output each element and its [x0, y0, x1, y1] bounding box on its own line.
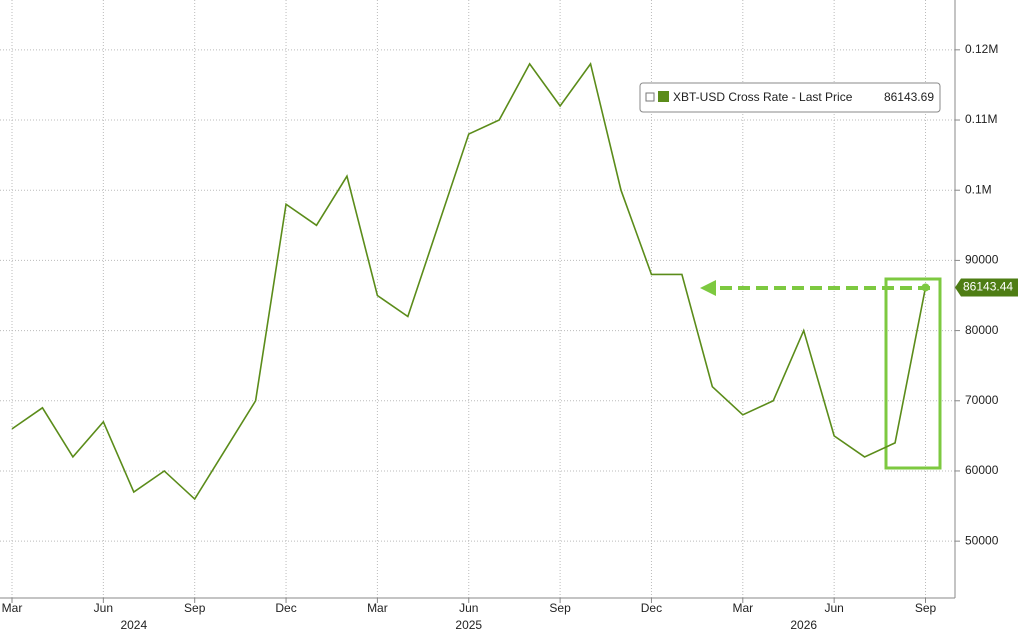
x-tick-label: Jun	[459, 601, 478, 615]
y-tick-label: 70000	[965, 393, 999, 407]
price-line	[11, 61, 927, 501]
x-tick-label: Dec	[641, 601, 662, 615]
y-tick-label: 0.11M	[965, 112, 997, 126]
x-tick-label: Dec	[275, 601, 296, 615]
y-tick-label: 90000	[965, 253, 999, 267]
x-tick-label: Mar	[732, 601, 753, 615]
legend-swatch	[658, 91, 669, 102]
year-label: 2024	[120, 618, 147, 632]
y-tick-label: 0.12M	[965, 42, 998, 56]
last-price-tag	[955, 278, 1018, 297]
highlight-box	[884, 277, 942, 470]
x-tick-label: Sep	[915, 601, 937, 615]
last-point	[921, 283, 930, 292]
legend-value: 86143.69	[884, 90, 934, 104]
arrow-head	[700, 280, 716, 296]
x-tick-label: Sep	[184, 601, 206, 615]
y-tick-label: 80000	[965, 323, 999, 337]
x-tick-label: Mar	[2, 601, 23, 615]
y-tick-label: 0.1M	[965, 182, 992, 196]
y-tick-label: 60000	[965, 463, 999, 477]
y-tick-label: 50000	[965, 533, 999, 547]
year-label: 2026	[790, 618, 817, 632]
x-tick-label: Sep	[549, 601, 571, 615]
x-tick-label: Mar	[367, 601, 388, 615]
legend-label: XBT-USD Cross Rate - Last Price	[673, 90, 853, 104]
x-tick-label: Jun	[94, 601, 113, 615]
legend-icon	[645, 92, 655, 102]
x-tick-label: Jun	[824, 601, 843, 615]
last-price-label: 86143.44	[963, 280, 1013, 294]
year-label: 2025	[455, 618, 482, 632]
legend: XBT-USD Cross Rate - Last Price 86143.69	[639, 82, 941, 113]
legend-box	[639, 82, 941, 113]
